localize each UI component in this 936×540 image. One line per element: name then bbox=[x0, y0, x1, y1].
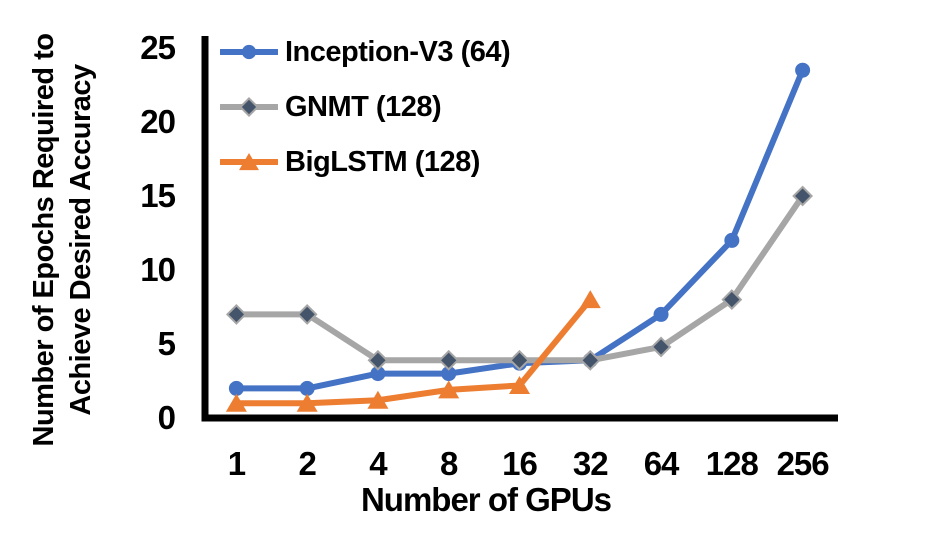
x-axis-line bbox=[201, 414, 838, 422]
series-gnmt-128 bbox=[225, 185, 814, 371]
legend: Inception-V3 (64) GNMT (128) BigLSTM (128) bbox=[220, 30, 511, 184]
x-tick-label-64: 64 bbox=[643, 445, 680, 482]
x-tick-label-16: 16 bbox=[502, 445, 538, 482]
marker-diamond-icon bbox=[650, 336, 672, 358]
marker-circle-icon bbox=[724, 232, 740, 248]
legend-label-biglstm-128: BigLSTM (128) bbox=[285, 145, 480, 178]
marker-diamond-icon bbox=[721, 289, 743, 311]
marker-diamond-icon bbox=[579, 349, 601, 371]
marker-triangle-icon bbox=[367, 390, 389, 409]
y-tick-label-20: 20 bbox=[140, 103, 176, 140]
marker-circle-icon bbox=[241, 44, 257, 60]
y-tick-label-15: 15 bbox=[140, 177, 176, 214]
marker-diamond-icon bbox=[367, 349, 389, 371]
marker-diamond-icon bbox=[509, 349, 530, 371]
x-tick-label-128: 128 bbox=[705, 445, 759, 482]
legend-swatch-circle-icon bbox=[220, 44, 278, 60]
marker-diamond-icon bbox=[438, 349, 460, 371]
marker-triangle-icon bbox=[296, 393, 318, 412]
x-tick-label-32: 32 bbox=[572, 445, 609, 482]
y-tick-label-0: 0 bbox=[157, 399, 176, 436]
marker-circle-icon bbox=[795, 62, 811, 78]
marker-diamond-icon bbox=[296, 303, 318, 325]
series-line-gnmt-128 bbox=[233, 193, 806, 364]
x-tick-label-2: 2 bbox=[298, 445, 316, 482]
legend-label-inception-v3-64: Inception-V3 (64) bbox=[285, 35, 511, 68]
marker-circle-icon bbox=[299, 380, 315, 396]
marker-diamond-icon bbox=[225, 303, 247, 325]
legend-item-gnmt-128: GNMT (128) bbox=[220, 85, 510, 129]
marker-circle-icon bbox=[228, 380, 244, 396]
marker-triangle-icon bbox=[225, 393, 247, 412]
marker-diamond-icon bbox=[792, 185, 814, 207]
marker-triangle-icon bbox=[509, 375, 530, 394]
x-tick-label-8: 8 bbox=[440, 445, 458, 482]
x-tick-label-256: 256 bbox=[776, 445, 830, 482]
y-axis-title-line1: Number of Epochs Required to bbox=[28, 33, 60, 447]
y-tick-label-10: 10 bbox=[140, 251, 176, 288]
marker-triangle-icon bbox=[579, 290, 601, 309]
y-axis-line bbox=[201, 36, 209, 422]
marker-triangle-icon bbox=[438, 380, 460, 399]
series-biglstm-128 bbox=[225, 290, 601, 412]
legend-swatch-triangle-icon bbox=[220, 152, 278, 171]
x-axis-title: Number of GPUs bbox=[360, 481, 612, 518]
legend-item-inception-v3-64: Inception-V3 (64) bbox=[220, 30, 511, 74]
y-axis-title: Number of Epochs Required to Achieve Des… bbox=[26, 25, 100, 455]
y-axis-title-line2: Achieve Desired Accuracy bbox=[65, 64, 97, 416]
legend-label-gnmt-128: GNMT (128) bbox=[285, 90, 442, 123]
marker-circle-icon bbox=[441, 366, 457, 382]
series-line-biglstm-128 bbox=[233, 296, 594, 407]
y-tick-label-5: 5 bbox=[157, 325, 176, 362]
marker-circle-icon bbox=[370, 366, 386, 382]
y-tick-label-25: 25 bbox=[140, 29, 176, 66]
legend-swatch-diamond-icon bbox=[220, 97, 278, 117]
marker-circle-icon bbox=[653, 306, 669, 322]
marker-triangle-icon bbox=[239, 152, 259, 171]
x-tick-label-4: 4 bbox=[369, 445, 387, 482]
x-tick-label-1: 1 bbox=[227, 445, 246, 482]
marker-diamond-icon bbox=[239, 97, 259, 117]
legend-item-biglstm-128: BigLSTM (128) bbox=[220, 140, 510, 184]
